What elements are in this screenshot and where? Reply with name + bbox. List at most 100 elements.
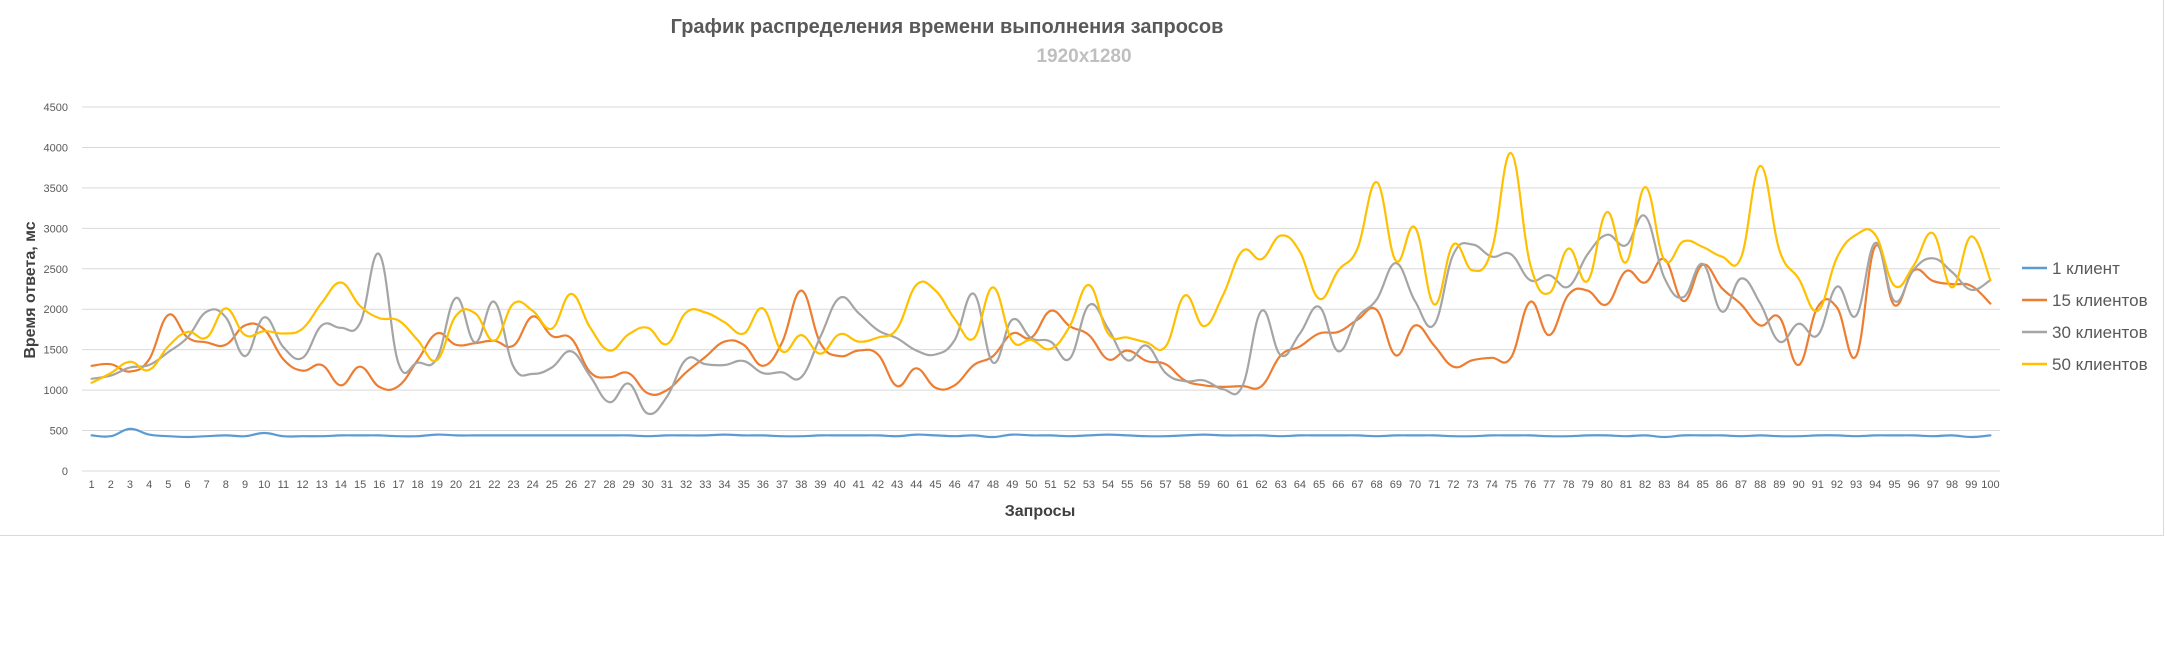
- legend-label: 15 клиентов: [2052, 291, 2148, 310]
- x-tick-label: 42: [872, 479, 884, 491]
- x-tick-label: 65: [1313, 479, 1325, 491]
- x-tick-label: 10: [258, 479, 270, 491]
- x-tick-label: 62: [1255, 479, 1267, 491]
- x-tick-label: 9: [242, 479, 248, 491]
- y-tick-label: 1500: [44, 345, 68, 357]
- x-tick-label: 98: [1946, 479, 1958, 491]
- x-tick-label: 19: [431, 479, 443, 491]
- x-tick-label: 77: [1543, 479, 1555, 491]
- x-tick-label: 81: [1620, 479, 1632, 491]
- x-tick-label: 45: [929, 479, 941, 491]
- x-tick-label: 87: [1735, 479, 1747, 491]
- x-tick-label: 46: [949, 479, 961, 491]
- x-tick-label: 4: [146, 479, 152, 491]
- y-axis-title: Время ответа, мс: [22, 221, 39, 358]
- legend-item: 30 клиентов: [2022, 323, 2148, 342]
- x-tick-label: 83: [1658, 479, 1670, 491]
- x-tick-label: 31: [661, 479, 673, 491]
- y-tick-label: 2500: [44, 264, 68, 276]
- series-line-2: [90, 244, 1992, 396]
- x-tick-label: 21: [469, 479, 481, 491]
- x-tick-label: 3: [127, 479, 133, 491]
- x-tick-label: 29: [623, 479, 635, 491]
- y-tick-label: 0: [62, 466, 68, 478]
- x-tick-label: 22: [488, 479, 500, 491]
- legend: 1 клиент 15 клиентов 30 клиентов 50 клиенто…: [2022, 259, 2148, 374]
- x-tick-label: 64: [1294, 479, 1306, 491]
- x-tick-label: 38: [795, 479, 807, 491]
- x-tick-label: 79: [1582, 479, 1594, 491]
- legend-label: 50 клиентов: [2052, 355, 2148, 374]
- chart-subtitle: 1920x1280: [1036, 46, 1131, 67]
- x-tick-label: 37: [776, 479, 788, 491]
- chart-frame: [0, 0, 2164, 536]
- x-tick-label: 74: [1486, 479, 1498, 491]
- x-tick-label: 88: [1754, 479, 1766, 491]
- y-axis-ticks: 0 500 1000 1500 2000 2500 3000 3500 4000 4500: [44, 102, 68, 478]
- x-tick-label: 55: [1121, 479, 1133, 491]
- x-tick-label: 28: [603, 479, 615, 491]
- series-lines: [90, 151, 1992, 439]
- x-tick-label: 30: [642, 479, 654, 491]
- x-tick-label: 51: [1044, 479, 1056, 491]
- x-tick-label: 25: [546, 479, 558, 491]
- x-tick-label: 78: [1562, 479, 1574, 491]
- x-tick-label: 17: [392, 479, 404, 491]
- x-tick-label: 39: [814, 479, 826, 491]
- x-tick-label: 53: [1083, 479, 1095, 491]
- x-axis-ticks: 1 2 3 4 5 6 7 8 9 10 11 12 13 14 15 16 17 18 19 20 21 22 23 24 2…: [89, 479, 2000, 491]
- x-tick-label: 59: [1198, 479, 1210, 491]
- y-tick-label: 4500: [44, 102, 68, 114]
- gridlines: [82, 106, 2000, 472]
- x-tick-label: 13: [316, 479, 328, 491]
- x-tick-label: 69: [1390, 479, 1402, 491]
- x-tick-label: 70: [1409, 479, 1421, 491]
- x-tick-label: 36: [757, 479, 769, 491]
- x-tick-label: 91: [1812, 479, 1824, 491]
- x-tick-label: 11: [278, 479, 289, 491]
- x-tick-label: 8: [223, 479, 229, 491]
- x-tick-label: 14: [335, 479, 347, 491]
- x-tick-label: 50: [1025, 479, 1037, 491]
- x-tick-label: 34: [718, 479, 730, 491]
- x-tick-label: 97: [1927, 479, 1939, 491]
- x-tick-label: 73: [1466, 479, 1478, 491]
- x-tick-label: 2: [108, 479, 114, 491]
- legend-label: 30 клиентов: [2052, 323, 2148, 342]
- x-tick-label: 99: [1965, 479, 1977, 491]
- y-tick-label: 3000: [44, 223, 68, 235]
- x-tick-label: 26: [565, 479, 577, 491]
- x-tick-label: 76: [1524, 479, 1536, 491]
- x-tick-label: 23: [507, 479, 519, 491]
- legend-item: 50 клиентов: [2022, 355, 2148, 374]
- x-axis-title: Запросы: [1005, 503, 1075, 520]
- x-tick-label: 35: [738, 479, 750, 491]
- x-tick-label: 20: [450, 479, 462, 491]
- x-tick-label: 6: [184, 479, 190, 491]
- x-tick-label: 67: [1351, 479, 1363, 491]
- x-tick-label: 47: [968, 479, 980, 491]
- x-tick-label: 15: [354, 479, 366, 491]
- x-tick-label: 12: [296, 479, 308, 491]
- x-tick-label: 33: [699, 479, 711, 491]
- x-tick-label: 7: [204, 479, 210, 491]
- y-tick-label: 4000: [44, 142, 68, 154]
- chart-title: График распределения времени выполнения …: [671, 16, 1224, 38]
- x-tick-label: 72: [1447, 479, 1459, 491]
- x-tick-label: 5: [165, 479, 171, 491]
- x-tick-label: 32: [680, 479, 692, 491]
- x-tick-label: 95: [1888, 479, 1900, 491]
- x-tick-label: 90: [1792, 479, 1804, 491]
- x-tick-label: 82: [1639, 479, 1651, 491]
- x-tick-label: 58: [1179, 479, 1191, 491]
- x-tick-label: 100: [1981, 479, 1999, 491]
- x-tick-label: 24: [527, 479, 539, 491]
- x-tick-label: 84: [1677, 479, 1689, 491]
- x-tick-label: 54: [1102, 479, 1114, 491]
- y-tick-label: 1000: [44, 385, 68, 397]
- x-tick-label: 93: [1850, 479, 1862, 491]
- x-tick-label: 52: [1064, 479, 1076, 491]
- x-tick-label: 71: [1428, 479, 1440, 491]
- x-tick-label: 80: [1601, 479, 1613, 491]
- x-tick-label: 44: [910, 479, 922, 491]
